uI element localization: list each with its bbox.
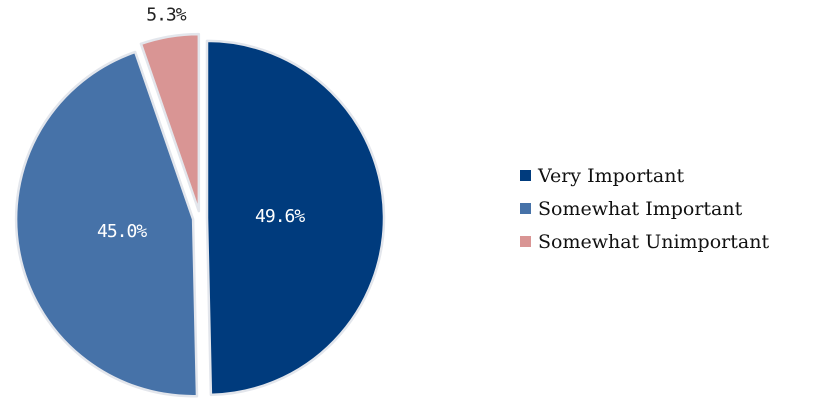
legend-item-somewhat-important: Somewhat Important — [520, 192, 769, 225]
legend-label-very-important: Very Important — [538, 165, 684, 187]
data-label-somewhat-important: 45.0% — [97, 221, 147, 242]
legend-item-very-important: Very Important — [520, 159, 769, 192]
legend: Very Important Somewhat Important Somewh… — [520, 159, 769, 258]
legend-label-somewhat-unimportant: Somewhat Unimportant — [538, 231, 769, 253]
legend-item-somewhat-unimportant: Somewhat Unimportant — [520, 225, 769, 258]
legend-swatch-very-important — [520, 170, 531, 181]
legend-label-somewhat-important: Somewhat Important — [538, 198, 742, 220]
data-label-very-important: 49.6% — [255, 206, 305, 227]
legend-swatch-somewhat-unimportant — [520, 236, 531, 247]
legend-swatch-somewhat-important — [520, 203, 531, 214]
data-label-somewhat-unimportant: 5.3% — [146, 5, 187, 26]
